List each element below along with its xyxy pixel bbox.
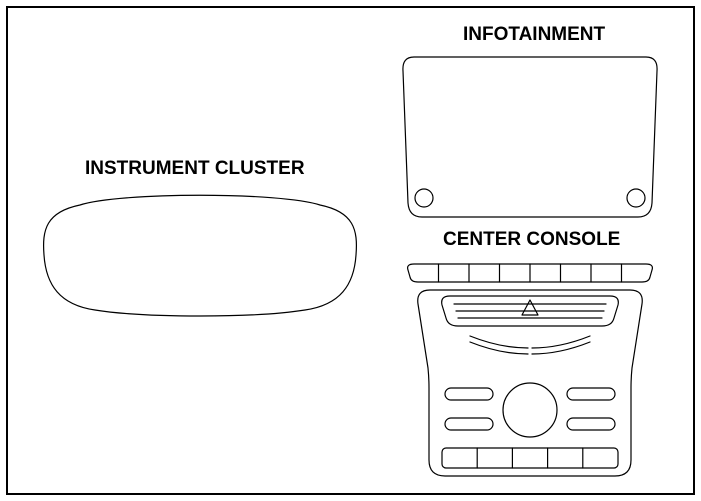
diagram-canvas: INSTRUMENT CLUSTER INFOTAINMENT CENTER C… xyxy=(0,0,701,501)
infotainment-shape xyxy=(400,55,660,220)
instrument-cluster-label: INSTRUMENT CLUSTER xyxy=(85,158,305,180)
infotainment-label: INFOTAINMENT xyxy=(463,24,605,46)
center-console-shape xyxy=(400,260,660,485)
center-console-label: CENTER CONSOLE xyxy=(443,229,620,251)
instrument-cluster-shape xyxy=(40,190,360,330)
